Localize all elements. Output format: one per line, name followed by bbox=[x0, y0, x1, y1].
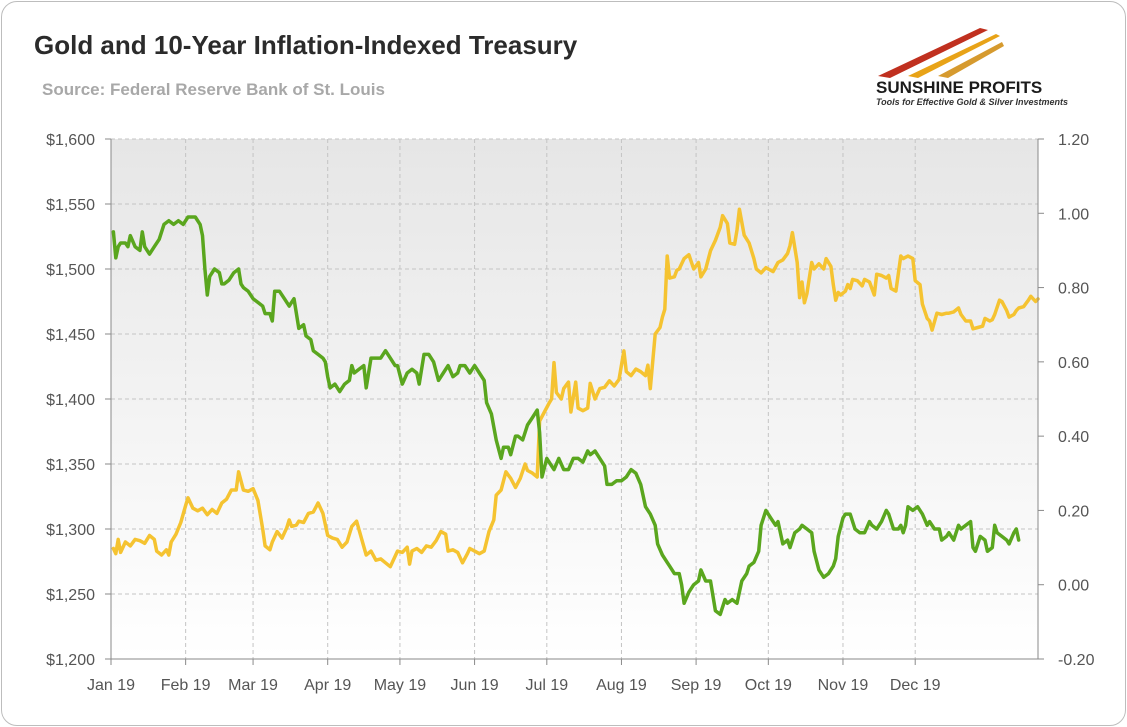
x-tick-label: Jul 19 bbox=[525, 677, 568, 694]
chart-title: Gold and 10-Year Inflation-Indexed Treas… bbox=[34, 30, 578, 60]
y-right-tick-label: 0.20 bbox=[1058, 503, 1089, 520]
series-line-tips bbox=[111, 215, 1021, 617]
x-tick-label: Aug 19 bbox=[596, 677, 647, 694]
x-tick-label: Mar 19 bbox=[228, 677, 278, 694]
y-left-tick-label: $1,550 bbox=[46, 197, 95, 214]
sunshine-profits-logo-icon bbox=[878, 28, 1004, 78]
y-right-tick-label: 1.20 bbox=[1058, 132, 1089, 149]
series-line-gold bbox=[111, 207, 1040, 569]
x-tick-label: Dec 19 bbox=[890, 677, 941, 694]
y-left-tick-label: $1,600 bbox=[46, 132, 95, 149]
x-tick-label: Nov 19 bbox=[818, 677, 869, 694]
y-right-tick-label: 0.80 bbox=[1058, 281, 1089, 298]
y-right-tick-label: 0.40 bbox=[1058, 429, 1089, 446]
x-tick-label: Oct 19 bbox=[745, 677, 792, 694]
y-right-tick-label: -0.20 bbox=[1058, 652, 1095, 669]
x-tick-label: May 19 bbox=[374, 677, 427, 694]
chart-subtitle: Source: Federal Reserve Bank of St. Loui… bbox=[42, 80, 385, 99]
y-left-tick-label: $1,200 bbox=[46, 652, 95, 669]
x-tick-label: Jun 19 bbox=[451, 677, 499, 694]
y-left-tick-label: $1,250 bbox=[46, 587, 95, 604]
axis-ticks: $1,200 $1,250 $1,300 $1,350 $1,400 $1,450 $1,5… bbox=[46, 132, 1095, 694]
y-right-tick-label: 1.00 bbox=[1058, 206, 1089, 223]
y-left-tick-label: $1,450 bbox=[46, 327, 95, 344]
logo-tagline: Tools for Effective Gold & Silver Invest… bbox=[876, 97, 1069, 107]
x-tick-label: Sep 19 bbox=[671, 677, 722, 694]
x-tick-label: Feb 19 bbox=[161, 677, 211, 694]
x-tick-label: Apr 19 bbox=[304, 677, 351, 694]
y-right-tick-label: 0.60 bbox=[1058, 355, 1089, 372]
x-tick-label: Jan 19 bbox=[87, 677, 135, 694]
logo-name: SUNSHINE PROFITS bbox=[876, 78, 1043, 97]
y-left-tick-label: $1,400 bbox=[46, 392, 95, 409]
y-left-tick-label: $1,300 bbox=[46, 522, 95, 539]
y-right-tick-label: 0.00 bbox=[1058, 578, 1089, 595]
y-left-tick-label: $1,500 bbox=[46, 262, 95, 279]
y-left-tick-label: $1,350 bbox=[46, 457, 95, 474]
series-layer bbox=[111, 207, 1040, 617]
